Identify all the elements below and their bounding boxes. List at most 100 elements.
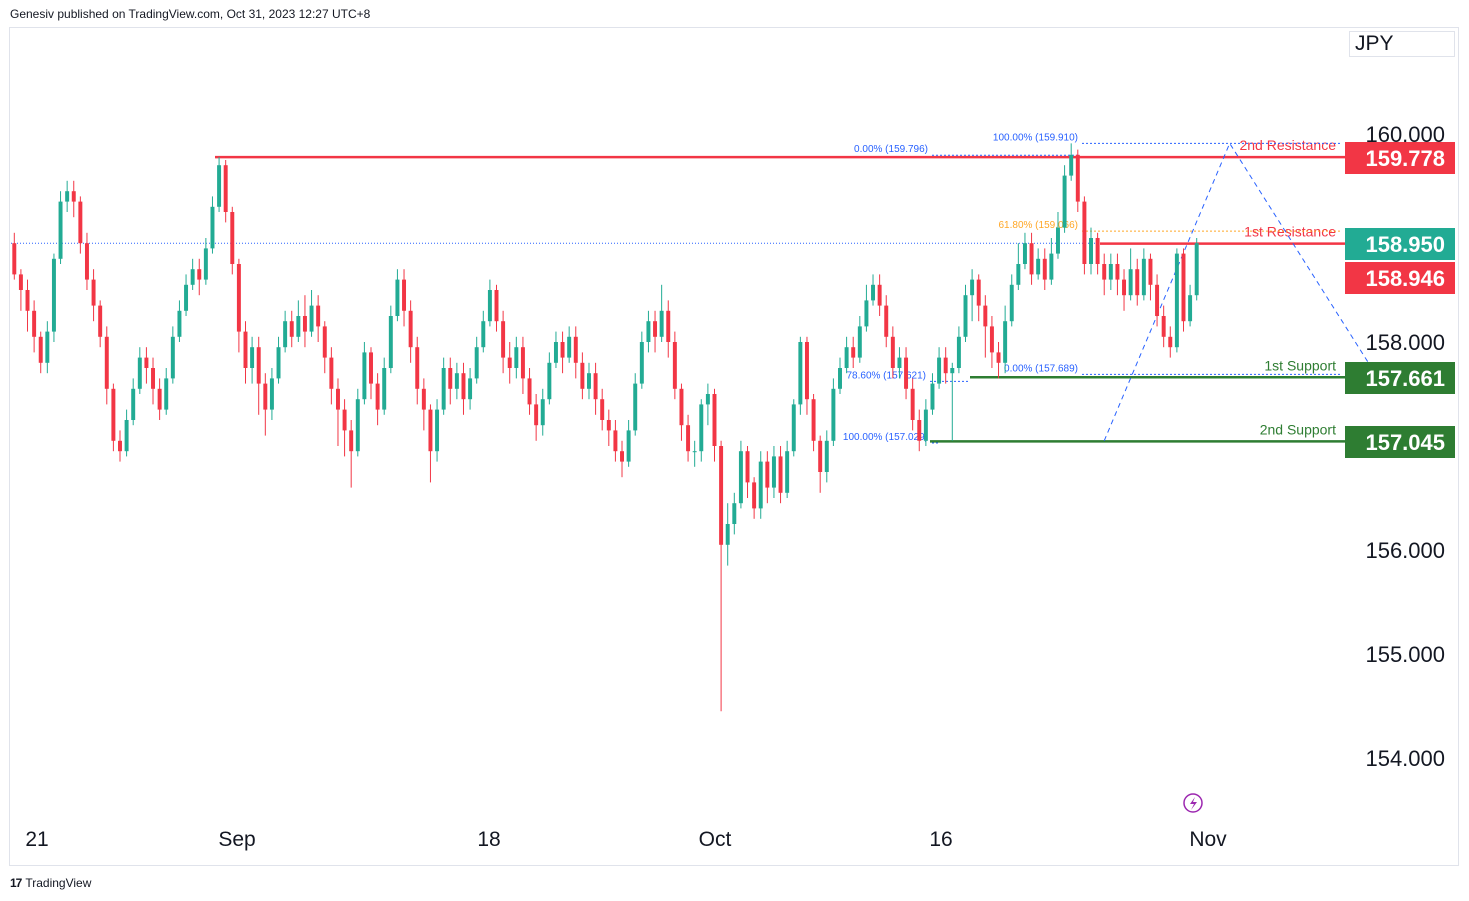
candle-body: [322, 326, 327, 358]
candle-body: [910, 388, 915, 420]
candle-body: [1055, 227, 1060, 254]
candle-body: [441, 368, 446, 410]
candle-body: [217, 165, 222, 207]
candle-body: [917, 420, 922, 441]
candle-body: [137, 357, 142, 389]
candle-body: [996, 352, 1001, 363]
candle-body: [276, 347, 281, 379]
candle-body: [1181, 253, 1186, 322]
candle-body: [1108, 264, 1113, 280]
currency-label[interactable]: JPY: [1349, 31, 1455, 57]
candle-body: [65, 191, 70, 202]
x-tick-label-0: 21: [25, 828, 48, 851]
candle-body: [124, 420, 129, 452]
candle-body: [190, 269, 195, 285]
candle-body: [1128, 269, 1133, 296]
candle-body: [620, 451, 624, 462]
candle-body: [1095, 238, 1100, 264]
candle-body: [1003, 321, 1008, 363]
candle-body: [606, 420, 611, 431]
price-tag-label-0: 159.778: [1365, 146, 1445, 171]
fib-label-4: 78.60% (157.621): [846, 370, 926, 381]
candle-body: [197, 269, 202, 280]
lightning-icon[interactable]: [1183, 793, 1203, 813]
fib-label-5: 100.00% (157.029): [843, 432, 928, 443]
fib-retracements: 100.00% (159.910) 0.00% (159.796) 61.80% (…: [843, 132, 1376, 444]
candle-body: [269, 378, 274, 410]
price-tag-label-3: 157.661: [1365, 366, 1445, 391]
candle-body: [184, 284, 189, 311]
candle-body: [923, 409, 928, 441]
candle-body: [1069, 154, 1074, 176]
candle-body: [131, 388, 136, 420]
fib-label-0: 100.00% (159.910): [993, 132, 1078, 143]
candle-body: [904, 357, 909, 389]
candle-body: [402, 279, 407, 311]
candle-body: [481, 321, 486, 348]
candle-body: [758, 461, 763, 509]
price-tag-bg-0: [1345, 142, 1455, 174]
candle-body: [851, 347, 856, 358]
candle-body: [78, 201, 83, 244]
candle-body: [355, 399, 360, 452]
candle-body: [487, 290, 492, 322]
candle-body: [1016, 264, 1021, 285]
x-tick-label-4: 16: [929, 828, 952, 851]
candle-body: [553, 342, 558, 363]
candle-body: [587, 373, 591, 389]
candle-body: [970, 279, 975, 296]
candle-body: [289, 321, 294, 337]
candle-body: [428, 409, 433, 452]
candle-body: [170, 336, 175, 379]
y-axis: 160.000 158.000 156.000 155.000 154.000: [1365, 122, 1445, 771]
candle-body: [871, 284, 876, 301]
candle-body: [573, 336, 578, 363]
price-tags: 159.778 158.950 158.946 157.661 157.045: [1345, 142, 1455, 458]
candle-body: [838, 368, 842, 389]
candle-body: [1075, 154, 1080, 202]
candle-body: [12, 243, 17, 275]
chart-frame: [9, 27, 1459, 866]
candles: [12, 143, 1199, 712]
candle-body: [1062, 175, 1067, 228]
candle-body: [448, 368, 453, 389]
price-tag-bg-2: [1345, 262, 1455, 294]
candle-body: [672, 342, 677, 389]
tradingview-logo-icon: 17: [10, 876, 22, 890]
price-tag-bg-3: [1345, 362, 1455, 394]
candle-body: [468, 378, 473, 400]
candle-body: [494, 290, 499, 322]
candle-body: [1174, 253, 1179, 348]
candle-body: [329, 357, 334, 389]
x-tick-label-2: 18: [477, 828, 500, 851]
candle-body: [51, 258, 56, 332]
candle-body: [395, 279, 400, 316]
candle-body: [474, 347, 479, 379]
candle-body: [1022, 243, 1027, 264]
candle-body: [236, 264, 241, 332]
candle-body: [686, 425, 691, 452]
candle-body: [580, 362, 585, 389]
candle-body: [342, 409, 347, 431]
price-tag-bg-1: [1345, 228, 1455, 260]
candle-body: [296, 316, 301, 337]
candle-body: [501, 321, 506, 358]
candle-body: [1161, 316, 1166, 337]
level-label-2: 1st Support: [1264, 357, 1336, 373]
footer-brand: 17 TradingView: [10, 876, 91, 890]
candle-body: [369, 352, 373, 384]
candle-body: [844, 347, 849, 368]
candle-body: [600, 399, 605, 420]
candle-body: [164, 378, 169, 410]
candle-body: [679, 388, 684, 426]
candle-body: [1049, 253, 1054, 280]
candle-body: [989, 326, 994, 353]
candle-body: [930, 383, 935, 410]
candle-body: [1089, 238, 1093, 264]
candle-body: [71, 191, 76, 202]
candle-body: [725, 524, 730, 545]
candle-body: [752, 482, 757, 509]
candle-body: [613, 430, 618, 452]
